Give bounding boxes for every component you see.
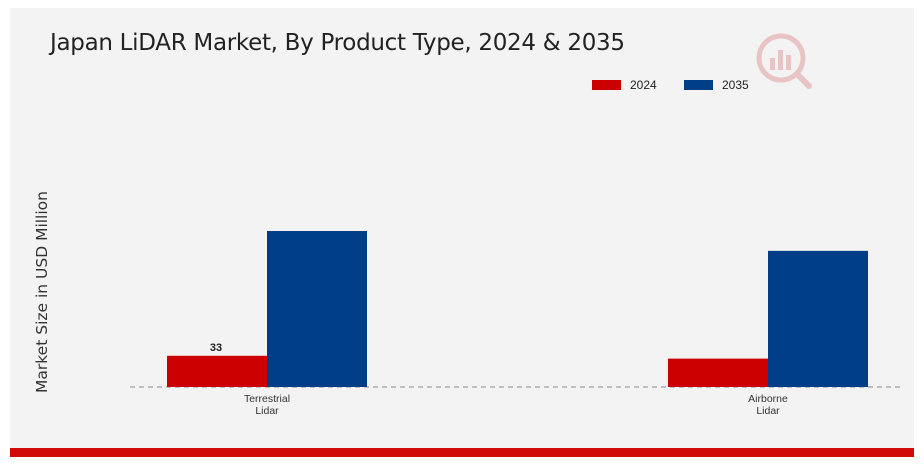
bar-2035-airborne — [768, 250, 868, 387]
bar-2024-terrestrial — [167, 355, 267, 387]
legend-item-2024: 2024 — [592, 78, 657, 92]
x-tick-label-terrestrial: Terrestrial Lidar — [244, 393, 290, 417]
chart-title: Japan LiDAR Market, By Product Type, 202… — [50, 30, 625, 56]
legend-label-2035: 2035 — [722, 78, 749, 92]
bar-2024-airborne — [668, 358, 768, 387]
x-tick-label-airborne: Airborne Lidar — [748, 393, 788, 417]
footer-accent-bar — [10, 448, 914, 457]
legend-item-2035: 2035 — [684, 78, 749, 92]
bar-2035-terrestrial — [267, 231, 367, 387]
data-label-2024-terrestrial: 33 — [210, 342, 222, 354]
legend-swatch-2024 — [592, 80, 621, 90]
legend-swatch-2035 — [684, 80, 713, 90]
legend-label-2024: 2024 — [630, 78, 657, 92]
logo-watermark-icon — [756, 33, 812, 89]
